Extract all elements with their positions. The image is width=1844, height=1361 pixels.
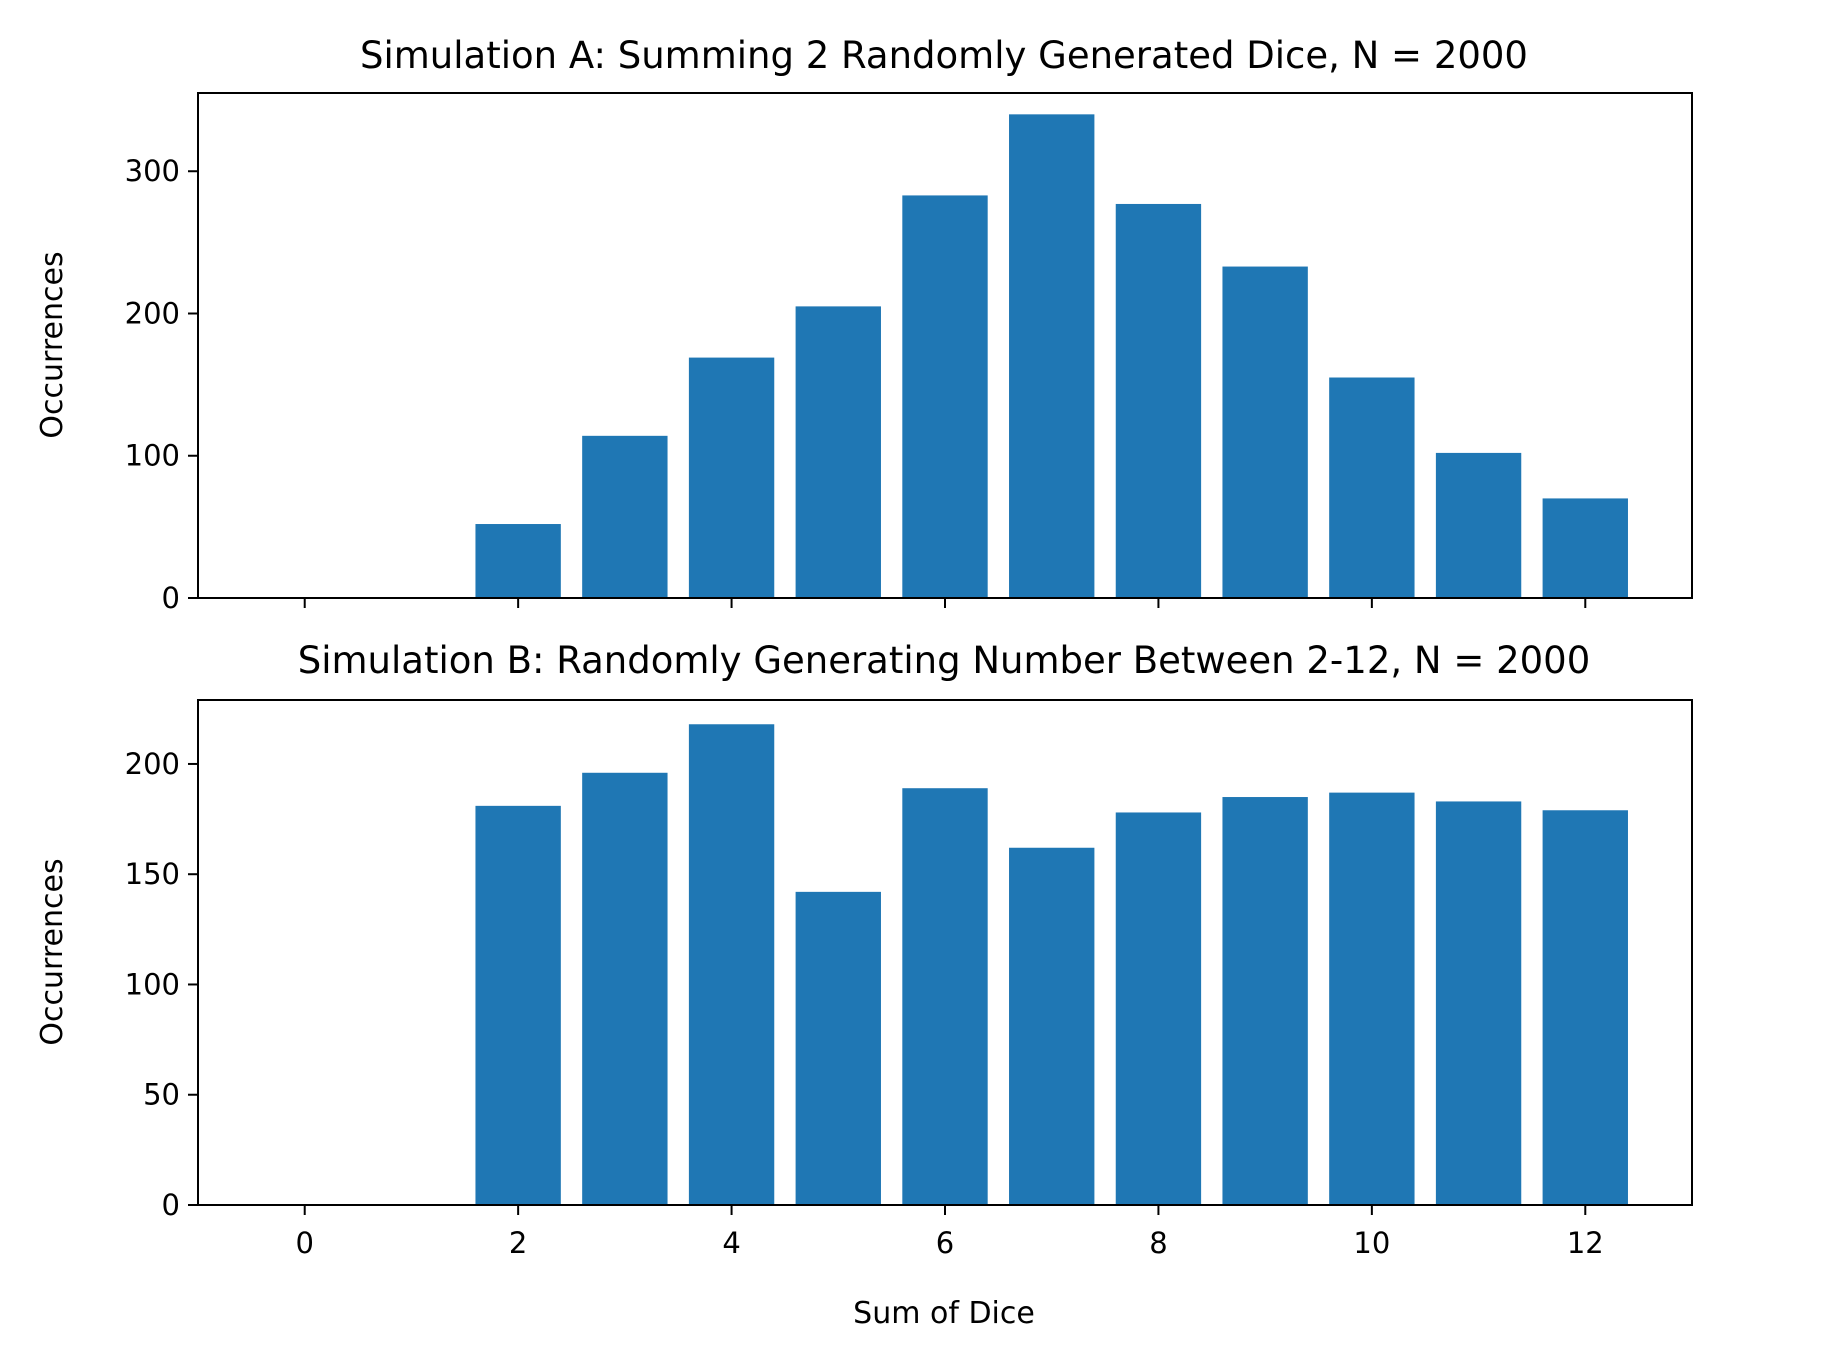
bar-9 [1222,266,1308,598]
bar-3 [582,435,668,598]
bar-9 [1222,797,1308,1205]
bar-2 [475,805,561,1205]
y-axis-ticks: 0 100 200 300 [125,154,198,615]
x-axis-ticks: 0 2 4 6 8 10 12 [295,1205,1604,1260]
x-tick-label: 2 [509,1226,527,1260]
subplot-simulation-a: Simulation A: Summing 2 Randomly Generat… [35,34,1693,615]
bar-2 [475,524,561,598]
subplot-simulation-b: Simulation B: Randomly Generating Number… [35,639,1693,1331]
x-axis-label: Sum of Dice [853,1296,1035,1331]
bar-5 [795,306,881,598]
bar-7 [1009,114,1095,599]
bar-group [475,724,1628,1205]
bar-4 [688,724,775,1205]
y-tick-label: 50 [143,1078,180,1112]
x-axis-ticks [303,598,1587,608]
x-tick-label: 4 [722,1226,740,1260]
y-tick-label: 100 [125,967,180,1001]
x-tick-label: 0 [295,1226,313,1260]
bar-3 [582,772,668,1205]
bar-11 [1435,801,1522,1205]
y-tick-label: 200 [125,747,180,781]
bar-group [475,114,1628,599]
bar-10 [1329,377,1415,598]
bar-10 [1329,792,1415,1205]
bar-6 [902,195,988,598]
x-tick-label: 10 [1353,1226,1390,1260]
bar-7 [1009,847,1095,1205]
bar-8 [1115,203,1202,598]
bar-5 [795,891,881,1205]
bar-8 [1115,812,1202,1205]
y-axis-label: Occurrences [35,251,70,438]
bar-6 [902,788,988,1205]
x-tick-label: 8 [1149,1226,1167,1260]
y-tick-label: 150 [125,857,180,891]
y-tick-label: 200 [125,296,180,330]
x-tick-label: 12 [1567,1226,1604,1260]
y-tick-label: 0 [162,581,180,615]
y-tick-label: 0 [162,1188,180,1222]
y-tick-label: 300 [125,154,180,188]
bar-12 [1542,498,1628,598]
x-tick-label: 6 [936,1226,954,1260]
y-axis-label: Occurrences [35,858,70,1045]
chart-title: Simulation A: Summing 2 Randomly Generat… [360,34,1528,77]
y-axis-ticks: 0 50 100 150 200 [125,747,198,1222]
y-tick-label: 100 [125,439,180,473]
bar-4 [688,357,775,598]
bar-12 [1542,810,1628,1205]
bar-11 [1435,452,1522,598]
chart-title: Simulation B: Randomly Generating Number… [298,639,1591,682]
